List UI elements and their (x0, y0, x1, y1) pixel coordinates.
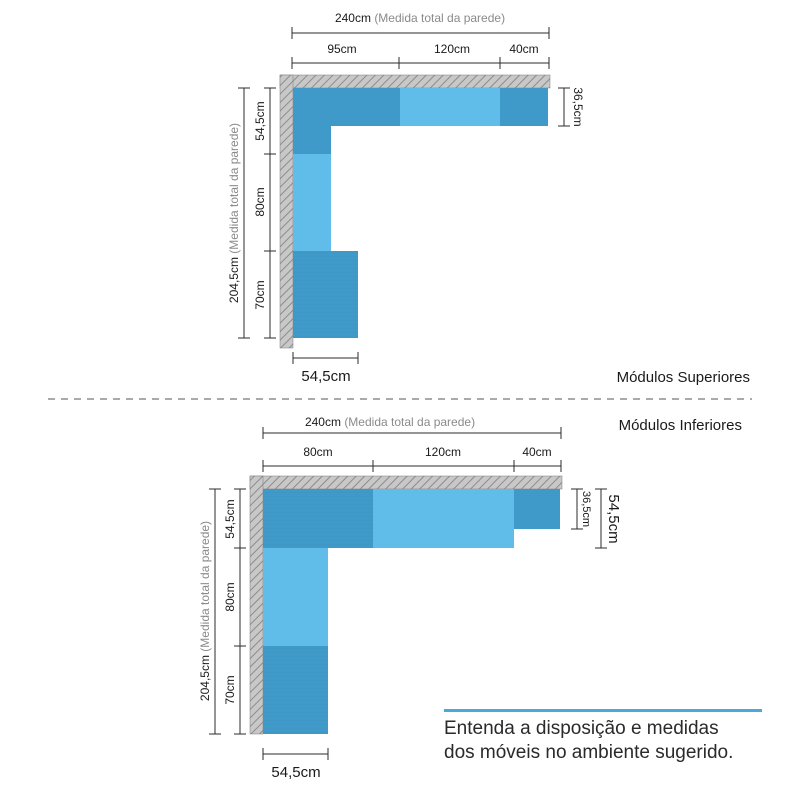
lower-seg-40-label: 40cm (522, 445, 551, 459)
lower-seg-120-label: 120cm (425, 445, 461, 459)
upper-total-width-label: 240cm (Medida total da parede) (335, 11, 505, 25)
upper-wall-top (279, 74, 551, 89)
lower-module-corner-texture (263, 489, 373, 548)
lower-total-height-label: 204,5cm (Medida total da parede) (198, 521, 212, 701)
upper-section-title: Módulos Superiores (617, 369, 750, 386)
lower-seg-80-label: 80cm (303, 445, 332, 459)
lower-depth-big-label: 54,5cm (605, 494, 622, 543)
lower-side-80-label: 80cm (223, 582, 237, 611)
upper-side-70-label: 70cm (253, 280, 267, 309)
upper-seg-40-label: 40cm (509, 42, 538, 56)
lower-module-80 (263, 548, 328, 646)
upper-depth-label: 36,5cm (571, 87, 585, 126)
upper-modules-diagram: 240cm (Medida total da parede) 95cm 120c… (227, 11, 750, 386)
lower-section-title: Módulos Inferiores (619, 417, 742, 434)
upper-module-120 (400, 88, 500, 126)
upper-side-80-label: 80cm (253, 187, 267, 216)
lower-total-width-label: 240cm (Medida total da parede) (305, 415, 475, 429)
lower-module-120 (373, 489, 514, 548)
lower-side-545-label: 54,5cm (223, 499, 237, 538)
upper-wall-left (279, 74, 294, 349)
upper-side-545-label: 54,5cm (253, 101, 267, 140)
caption-line-2: dos móveis no ambiente sugerido. (444, 742, 734, 763)
lower-module-70-texture (263, 646, 328, 734)
caption: Entenda a disposição e medidas dos móvei… (444, 717, 784, 765)
upper-seg-120-label: 120cm (434, 42, 470, 56)
lower-depth-small-label: 36,5cm (580, 491, 592, 527)
upper-module-corner (293, 88, 400, 126)
upper-bottom-width-label: 54,5cm (301, 368, 350, 385)
lower-bottom-width-label: 54,5cm (271, 764, 320, 781)
upper-total-height-label: 204,5cm (Medida total da parede) (227, 123, 241, 303)
lower-wall-left (249, 475, 264, 735)
upper-seg-95-label: 95cm (327, 42, 356, 56)
upper-module-40 (500, 88, 548, 126)
lower-side-70-label: 70cm (223, 675, 237, 704)
caption-line-1: Entenda a disposição e medidas (444, 718, 719, 739)
upper-module-corner-leg (293, 126, 331, 154)
upper-module-80 (293, 154, 331, 251)
caption-accent-rule (444, 709, 762, 712)
lower-wall-top (249, 475, 563, 490)
upper-module-70-texture (293, 251, 358, 338)
lower-modules-diagram: Módulos Inferiores 240cm (Medida total d… (198, 415, 742, 781)
lower-module-40 (514, 489, 560, 529)
